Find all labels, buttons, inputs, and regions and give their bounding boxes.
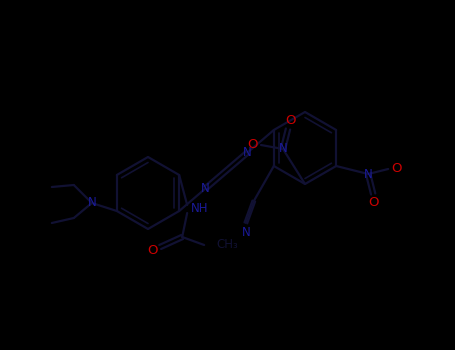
Text: CH₃: CH₃ (216, 238, 238, 252)
Text: N: N (364, 168, 373, 181)
Text: O: O (248, 139, 258, 152)
Text: N: N (243, 146, 252, 159)
Text: N: N (278, 142, 288, 155)
Text: O: O (391, 162, 401, 175)
Text: O: O (147, 245, 157, 258)
Text: N: N (87, 196, 96, 210)
Text: N: N (201, 182, 210, 195)
Text: O: O (285, 113, 295, 126)
Text: O: O (368, 196, 379, 210)
Text: N: N (242, 225, 250, 238)
Text: NH: NH (191, 203, 209, 216)
